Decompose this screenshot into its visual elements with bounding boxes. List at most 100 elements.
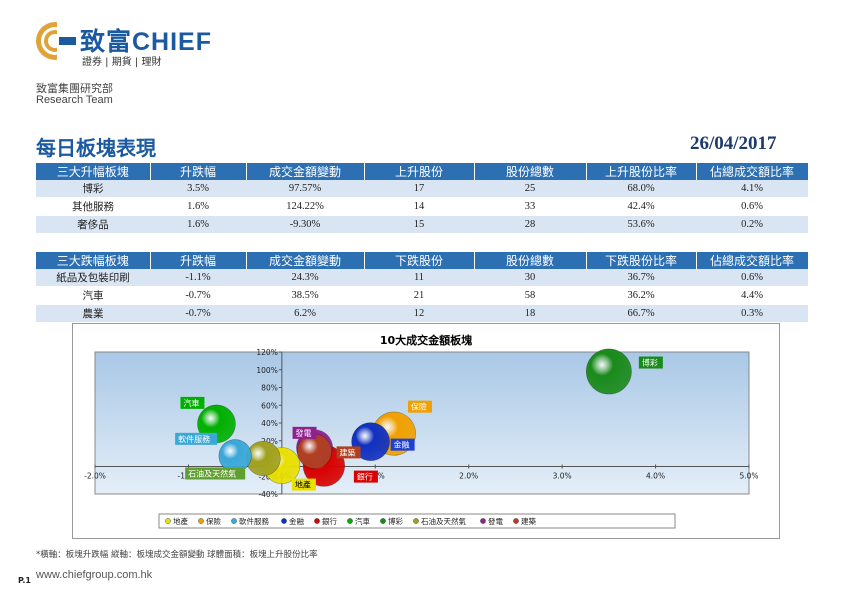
- chart-title: 10大成交金額板塊: [380, 333, 472, 347]
- table-row: 其他服務 1.6% 124.22% 14 33 42.4% 0.6%: [36, 197, 808, 216]
- brand-logo-icon: [36, 22, 76, 60]
- y-tick-label: 60%: [261, 401, 278, 410]
- brand-name: 致富CHIEF: [80, 28, 213, 56]
- legend-entry: 博彩: [388, 516, 403, 526]
- table-cell: 12: [364, 304, 474, 323]
- bubble-label-box: [180, 396, 205, 409]
- column-header: 股份總數: [474, 163, 587, 180]
- bubble-label: 地產: [295, 480, 311, 490]
- report-title: 每日板塊表現: [36, 136, 156, 160]
- y-tick-label: 100%: [256, 366, 277, 375]
- bubble-label: 博彩: [642, 358, 658, 368]
- x-tick-label: -2.0%: [84, 472, 106, 481]
- table-cell: 1.6%: [150, 197, 246, 216]
- legend-marker: [380, 518, 386, 524]
- y-tick-label: 120%: [256, 348, 277, 357]
- bubble-label-box: [353, 470, 378, 483]
- table-cell: -0.7%: [150, 304, 246, 323]
- x-tick-label: 4.0%: [646, 472, 665, 481]
- x-tick-label: 2.0%: [459, 472, 478, 481]
- column-header: 佔總成交額比率: [696, 163, 809, 180]
- table-cell: 42.4%: [586, 197, 696, 216]
- bubble-chart: 10大成交金額板塊-2.0%-1.0%0.0%1.0%2.0%3.0%4.0%5…: [72, 323, 780, 539]
- table-cell: -0.7%: [150, 286, 246, 305]
- column-header: 成交金額變動: [246, 163, 365, 180]
- bubble: [351, 422, 390, 461]
- table-cell: 124.22%: [246, 197, 364, 216]
- top-losers-table: 三大跌幅板塊 升跌幅 成交金額變動 下跌股份 股份總數 下跌股份比率 佔總成交額…: [36, 252, 809, 323]
- x-tick-label: 3.0%: [553, 472, 572, 481]
- table-cell: 0.6%: [696, 197, 808, 216]
- sector-name: 博彩: [36, 180, 150, 198]
- bubble-label: 發電: [296, 429, 312, 438]
- table-cell: 3.5%: [150, 180, 246, 198]
- top-gainers-table: 三大升幅板塊 升跌幅 成交金額變動 上升股份 股份總數 上升股份比率 佔總成交額…: [36, 163, 809, 234]
- table-cell: 14: [364, 197, 474, 216]
- legend-marker: [231, 518, 237, 524]
- legend-entry: 汽車: [355, 516, 370, 526]
- table-cell: 66.7%: [586, 304, 696, 323]
- table-cell: 21: [364, 286, 474, 305]
- table-cell: 36.2%: [586, 286, 696, 305]
- legend-marker: [314, 518, 320, 524]
- table-cell: 68.0%: [586, 180, 696, 198]
- website-link[interactable]: www.chiefgroup.com.hk: [36, 569, 153, 581]
- column-header: 三大升幅板塊: [36, 163, 151, 180]
- y-tick-label: 40%: [261, 419, 278, 428]
- table-cell: 11: [364, 269, 474, 287]
- column-header: 三大跌幅板塊: [36, 252, 151, 269]
- bubble-label-box: [390, 438, 415, 451]
- table-cell: 0.2%: [696, 215, 808, 234]
- bubble-label-box: [292, 426, 317, 439]
- table-header-row: 三大跌幅板塊 升跌幅 成交金額變動 下跌股份 股份總數 下跌股份比率 佔總成交額…: [36, 252, 809, 269]
- table-cell: 1.6%: [150, 215, 246, 234]
- column-header: 上升股份比率: [586, 163, 697, 180]
- bubble: [218, 439, 252, 473]
- bubble-label: 金融: [394, 440, 410, 450]
- legend-entry: 銀行: [322, 516, 337, 526]
- bubble-label-box: [175, 432, 218, 445]
- legend-entry: 保險: [206, 516, 221, 526]
- table-cell: -1.1%: [150, 269, 246, 287]
- table-row: 奢侈品 1.6% -9.30% 15 28 53.6% 0.2%: [36, 215, 808, 234]
- legend-entry: 軟件服務: [239, 516, 269, 526]
- bubble: [297, 433, 333, 469]
- bubble: [585, 348, 632, 395]
- legend-entry: 地產: [173, 516, 188, 526]
- column-header: 升跌幅: [150, 163, 247, 180]
- column-header: 成交金額變動: [246, 252, 365, 269]
- legend-marker: [480, 518, 486, 524]
- table-cell: 17: [364, 180, 474, 198]
- y-tick-label: 20%: [261, 437, 278, 446]
- bubble-chart-svg: 10大成交金額板塊-2.0%-1.0%0.0%1.0%2.0%3.0%4.0%5…: [84, 333, 759, 529]
- sector-name: 其他服務: [36, 197, 150, 216]
- bubble-label: 石油及天然氣: [188, 469, 236, 479]
- table-cell: 33: [474, 197, 586, 216]
- table-cell: 53.6%: [586, 215, 696, 234]
- table-cell: 15: [364, 215, 474, 234]
- table-cell: 18: [474, 304, 586, 323]
- table-cell: 97.57%: [246, 180, 364, 198]
- table-row: 博彩 3.5% 97.57% 17 25 68.0% 4.1%: [36, 180, 808, 198]
- legend-marker: [413, 518, 419, 524]
- bubble-label-box: [291, 478, 316, 491]
- legend-marker: [347, 518, 353, 524]
- bubble-label-box: [336, 446, 361, 459]
- table-cell: 6.2%: [246, 304, 364, 323]
- report-date: 26/04/2017: [690, 133, 777, 154]
- table-header-row: 三大升幅板塊 升跌幅 成交金額變動 上升股份 股份總數 上升股份比率 佔總成交額…: [36, 163, 809, 180]
- table-row: 紙品及包裝印刷 -1.1% 24.3% 11 30 36.7% 0.6%: [36, 269, 808, 287]
- table-row: 農業 -0.7% 6.2% 12 18 66.7% 0.3%: [36, 304, 808, 323]
- column-header: 股份總數: [474, 252, 587, 269]
- sector-name: 奢侈品: [36, 215, 150, 234]
- x-tick-label: 5.0%: [739, 472, 758, 481]
- table-cell: 38.5%: [246, 286, 364, 305]
- table-cell: 0.6%: [696, 269, 808, 287]
- table-cell: 58: [474, 286, 586, 305]
- table-cell: 0.3%: [696, 304, 808, 323]
- bubble-label: 建築: [340, 447, 356, 457]
- legend-entry: 石油及天然氣: [421, 516, 466, 526]
- bubble-label: 汽車: [183, 398, 199, 408]
- bubble-label-box: [185, 467, 246, 480]
- table-cell: -9.30%: [246, 215, 364, 234]
